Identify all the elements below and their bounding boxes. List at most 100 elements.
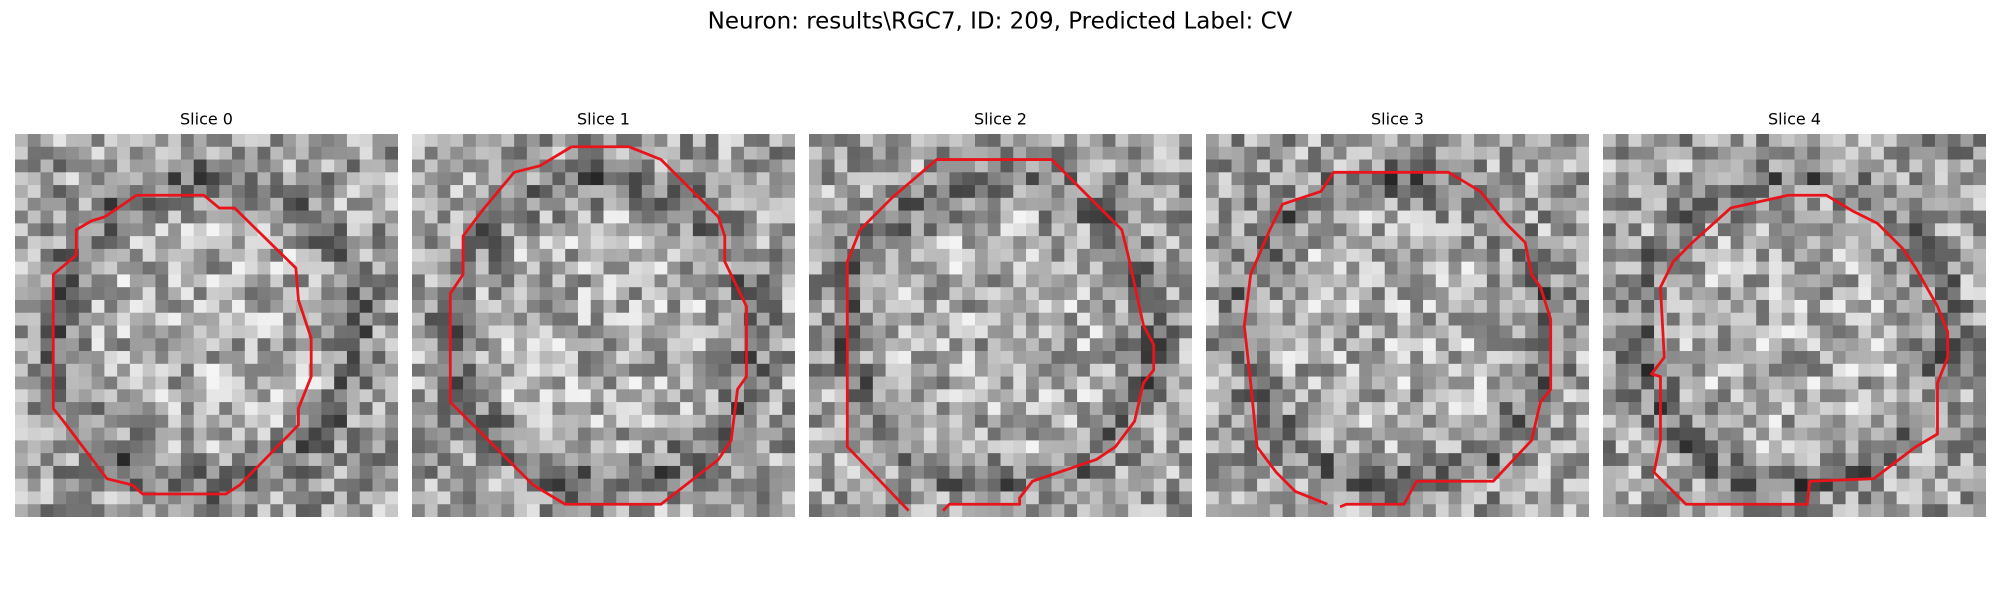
pixel [168,414,182,429]
pixel [1346,248,1360,263]
pixel [1359,325,1373,339]
pixel [142,210,156,224]
pixel [1603,338,1617,352]
pixel [346,261,361,275]
pixel [1909,134,1923,148]
pixel [1858,287,1872,301]
pixel [1781,299,1795,314]
pixel [1026,172,1040,186]
pixel [923,363,938,377]
pixel [475,478,489,492]
pixel [1064,338,1078,352]
pixel [1730,287,1744,301]
pixel [1128,210,1142,224]
pixel [117,427,131,441]
pixel [1794,134,1808,148]
pixel [27,351,41,365]
pixel [1499,236,1513,250]
pixel [1525,376,1539,390]
pixel [1410,351,1424,365]
pixel [295,363,310,377]
pixel [1320,197,1335,211]
pixel [565,465,579,480]
pixel [270,274,284,288]
pixel [962,236,976,250]
pixel [1717,287,1732,301]
pixel [1102,146,1116,160]
pixel [1563,261,1577,275]
pixel [552,478,566,492]
pixel [1166,210,1180,224]
pixel [1525,491,1539,505]
pixel [1756,325,1770,339]
pixel [577,159,592,173]
pixel [1295,261,1309,275]
pixel [1705,248,1719,263]
pixel [1858,453,1872,467]
pixel [206,325,220,339]
pixel [1730,453,1744,467]
pixel [295,236,310,250]
pixel [1679,363,1693,377]
pixel [1679,351,1693,365]
pixel [834,504,848,517]
pixel [27,440,41,454]
pixel [1026,159,1040,173]
pixel [1768,248,1783,263]
pixel [27,414,41,429]
pixel [1064,312,1078,326]
pixel [1781,504,1795,517]
pixel [1333,504,1347,517]
pixel [1794,223,1808,237]
pixel [321,236,335,250]
pixel [949,376,963,390]
pixel [1820,159,1834,173]
pixel [257,325,271,339]
pixel [1641,504,1655,517]
pixel [424,185,438,199]
pixel [860,491,874,505]
pixel [769,172,783,186]
pixel [539,236,553,250]
pixel [1947,389,1961,403]
pixel [949,197,963,211]
pixel [78,197,92,211]
pixel [321,427,335,441]
pixel [1973,274,1986,288]
pixel [1922,338,1936,352]
pixel [1257,197,1271,211]
pixel [629,491,643,505]
pixel [1410,146,1424,160]
pixel [1026,236,1040,250]
pixel [501,146,515,160]
pixel [1435,185,1449,199]
pixel [539,248,553,263]
pixel [308,287,322,301]
pixel [1140,197,1155,211]
pixel [1410,363,1424,377]
pixel [1576,223,1589,237]
pixel [1371,223,1386,237]
pixel [168,299,182,314]
pixel [1410,261,1424,275]
pixel [40,274,54,288]
pixel [667,465,681,480]
pixel [756,185,770,199]
pixel [705,146,719,160]
pixel [244,402,258,416]
pixel [40,159,54,173]
pixel [1615,287,1629,301]
pixel [974,363,989,377]
pixel [1308,440,1322,454]
pixel [1666,389,1680,403]
pixel [923,146,938,160]
pixel [372,185,386,199]
pixel [1832,478,1846,492]
pixel [923,312,938,326]
pixel [756,338,770,352]
pixel [1717,414,1732,429]
pixel [1102,363,1116,377]
pixel [91,338,105,352]
pixel [1705,312,1719,326]
pixel [1384,287,1398,301]
